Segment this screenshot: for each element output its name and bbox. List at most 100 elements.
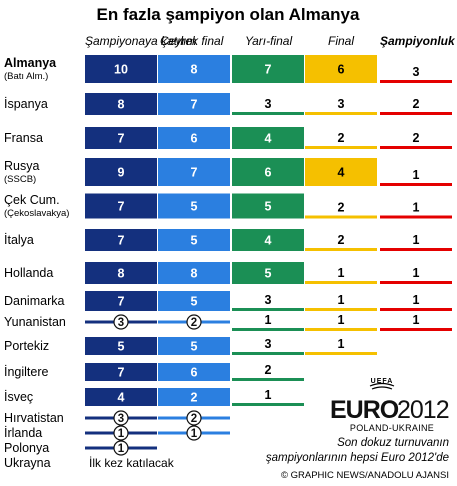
value-bar: [305, 55, 377, 83]
value-label: 1: [413, 168, 420, 182]
column-header: Şampiyonaya katılım: [85, 34, 196, 48]
value-label: 5: [191, 200, 198, 214]
value-bar: [85, 291, 157, 311]
value-line: [380, 328, 452, 331]
value-circle: [186, 314, 202, 330]
value-label: 3: [118, 317, 124, 329]
country-label: İrlanda: [4, 426, 42, 440]
country-label: Fransa: [4, 131, 43, 145]
table-row: Fransa 7 6 4 2 2: [4, 127, 452, 149]
table-row: İngiltere 7 6 2: [4, 363, 304, 381]
value-line: [305, 215, 377, 219]
value-bar: [158, 93, 230, 115]
value-label: 6: [338, 63, 345, 77]
value-label: 7: [118, 295, 125, 309]
country-label: İspanya: [4, 97, 48, 111]
value-label: 5: [191, 295, 198, 309]
table-row: İspanya 8 7 3 3 2: [4, 93, 452, 115]
value-line: [232, 403, 304, 406]
value-label: 4: [265, 234, 272, 248]
credit-text: © GRAPHIC NEWS/ANADOLU AJANSI: [281, 470, 449, 481]
uefa-trophy-icon: UEFA: [369, 378, 395, 390]
value-label: 2: [338, 131, 345, 145]
value-bar: [158, 363, 230, 381]
table-row: Hırvatistan 3 2: [4, 410, 230, 426]
value-line: [305, 146, 377, 149]
value-label: 3: [265, 337, 272, 351]
value-bar: [232, 55, 304, 83]
value-label: 5: [118, 340, 125, 354]
value-label: 1: [338, 293, 345, 307]
table-row: İrlanda 1 1: [4, 425, 230, 441]
value-label: 6: [191, 132, 198, 146]
value-line: [380, 80, 452, 83]
value-label: 1: [265, 313, 272, 327]
value-line: [380, 183, 452, 186]
country-label: Hollanda: [4, 266, 53, 280]
value-line: [305, 112, 377, 115]
value-line: [305, 248, 377, 251]
value-bar: [232, 229, 304, 251]
value-label: 2: [338, 233, 345, 247]
table-row: Almanya(Batı Alm.) 10 8 7 6 3: [4, 55, 452, 83]
value-label: 4: [118, 391, 125, 405]
value-label: 7: [118, 366, 125, 380]
value-label: 4: [338, 166, 345, 180]
value-label: 1: [118, 443, 125, 455]
country-label: İtalya: [4, 233, 34, 247]
column-header: Çeyrek final: [160, 34, 224, 48]
value-label: 4: [265, 132, 272, 146]
value-label: 1: [338, 266, 345, 280]
value-label: 7: [191, 166, 198, 180]
value-bar: [158, 229, 230, 251]
value-bar: [85, 158, 157, 186]
table-row: Rusya(SSCB) 9 7 6 4 1: [4, 158, 452, 186]
value-bar: [232, 193, 304, 219]
value-bar: [158, 193, 230, 219]
value-line: [232, 112, 304, 115]
value-label: 3: [118, 413, 124, 425]
country-sub-label: (Çekoslavakya): [4, 208, 69, 219]
value-line: [305, 281, 377, 284]
table-row: İtalya 7 5 4 2 1: [4, 229, 452, 251]
table-row: Polonya 1: [4, 440, 157, 456]
value-bar: [158, 55, 230, 83]
value-bar: [158, 337, 230, 355]
value-circle: [113, 314, 129, 330]
value-label: 1: [413, 233, 420, 247]
value-label: 7: [118, 234, 125, 248]
value-bar: [85, 127, 157, 149]
value-label: 1: [413, 266, 420, 280]
value-label: 7: [118, 200, 125, 214]
value-bar: [158, 158, 230, 186]
value-label: 8: [118, 98, 125, 112]
value-label: 8: [118, 267, 125, 281]
value-label: 3: [265, 293, 272, 307]
value-label: 1: [338, 337, 345, 351]
country-label: Çek Cum.: [4, 193, 60, 207]
value-line: [232, 352, 304, 355]
country-label: Portekiz: [4, 339, 49, 353]
value-line: [380, 146, 452, 149]
value-label: 2: [338, 201, 345, 215]
table-row: Hollanda 8 8 5 1 1: [4, 262, 452, 284]
value-label: 1: [413, 201, 420, 215]
value-label: 1: [265, 388, 272, 402]
country-label: İsveç: [4, 390, 33, 404]
value-circle: [113, 425, 129, 441]
value-label: 9: [118, 166, 125, 180]
value-label: 1: [118, 428, 125, 440]
value-line: [232, 378, 304, 381]
table-row: Yunanistan 3 2 1 1 1: [4, 313, 452, 331]
logo-hosts-text: POLAND-UKRAINE: [350, 423, 434, 433]
value-bar: [305, 158, 377, 186]
value-line: [380, 248, 452, 251]
value-label: 3: [338, 97, 345, 111]
value-label: 2: [265, 363, 272, 377]
country-label: Polonya: [4, 441, 49, 455]
value-line: [232, 328, 304, 331]
value-bar: [158, 388, 230, 406]
value-line: [305, 328, 377, 331]
first-time-legend: İlk kez katılacak: [89, 456, 175, 470]
